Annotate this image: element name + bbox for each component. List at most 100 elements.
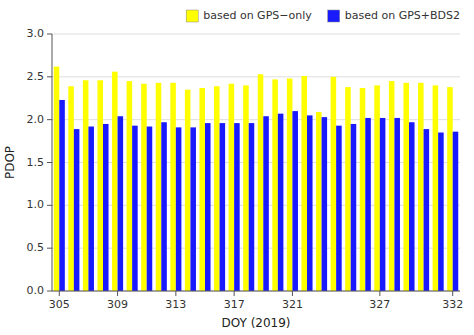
grid (52, 34, 460, 291)
bar (331, 77, 337, 291)
bar (351, 124, 357, 291)
bar (249, 123, 255, 291)
bar (365, 118, 371, 291)
bar (74, 129, 80, 291)
bar (292, 111, 298, 291)
grid-line (52, 34, 460, 35)
bar (278, 114, 284, 291)
bar (147, 127, 153, 291)
y-tick-label: 1.5 (27, 156, 45, 169)
bar (229, 84, 235, 291)
bar (234, 123, 240, 291)
y-tick-label: 3.0 (27, 27, 45, 40)
bar (447, 87, 453, 291)
x-axis: 305 309 313 317 321 327 332 (49, 291, 463, 311)
x-tick (59, 291, 60, 296)
bars (54, 67, 459, 291)
bar (243, 85, 249, 291)
bar (453, 132, 459, 291)
legend-swatch (328, 10, 340, 22)
bar (380, 118, 386, 291)
bar (307, 115, 313, 291)
bar (394, 118, 400, 291)
bar (161, 122, 167, 291)
y-axis-line (52, 34, 53, 291)
bar (345, 87, 351, 291)
bar (54, 67, 60, 291)
bar (301, 76, 307, 291)
bar (389, 81, 395, 291)
legend-swatch (186, 10, 198, 22)
bar (59, 100, 65, 291)
bar (316, 112, 322, 291)
bar (214, 86, 220, 291)
grid-line (52, 291, 460, 292)
y-tick-label: 2.5 (27, 70, 45, 83)
bar (83, 80, 89, 291)
bar (263, 116, 269, 291)
y-tick-label: 0.0 (27, 284, 45, 297)
bar (322, 117, 328, 291)
bar (418, 83, 424, 291)
x-tick (175, 291, 176, 296)
legend-label: based on GPS−only (203, 9, 312, 22)
bar (185, 90, 191, 291)
x-tick-label: 327 (369, 298, 390, 311)
legend-label: based on GPS+BDS2 (345, 9, 460, 22)
bar (258, 74, 264, 291)
bar (272, 79, 278, 291)
bar (112, 72, 118, 291)
x-tick-label: 305 (49, 298, 70, 311)
bar (118, 116, 124, 291)
x-axis-label: DOY (2019) (221, 316, 290, 330)
bar (156, 83, 162, 291)
x-tick-label: 321 (282, 298, 303, 311)
chart: 0.00.51.01.52.02.53.03053093133173213273… (0, 0, 474, 335)
y-axis-label: PDOP (3, 146, 17, 179)
y-tick (47, 119, 52, 120)
y-axis: 0.0 0.5 1.0 1.5 2.0 2.5 3.0 (27, 27, 53, 297)
bar (336, 126, 342, 291)
bar (141, 84, 147, 291)
x-tick (379, 291, 380, 296)
y-tick (47, 248, 52, 249)
x-tick (452, 291, 453, 296)
bar (433, 85, 439, 291)
bar (374, 85, 380, 291)
bar (424, 129, 430, 291)
bar (205, 123, 211, 291)
bar (403, 83, 409, 291)
y-tick (47, 162, 52, 163)
x-tick (117, 291, 118, 296)
x-tick-label: 309 (107, 298, 128, 311)
x-tick-label: 332 (442, 298, 463, 311)
y-tick (47, 76, 52, 77)
y-tick-label: 1.0 (27, 198, 45, 211)
y-tick-label: 0.5 (27, 241, 45, 254)
y-tick (47, 291, 52, 292)
y-tick-label: 2.0 (27, 113, 45, 126)
bar (132, 126, 138, 291)
bar (287, 79, 293, 291)
bar (199, 88, 205, 291)
legend: based on GPS−only based on GPS+BDS2 (186, 9, 460, 22)
x-tick (292, 291, 293, 296)
bar (409, 122, 415, 291)
bar (170, 83, 176, 291)
y-tick (47, 34, 52, 35)
x-tick-label: 317 (224, 298, 245, 311)
x-axis-line (52, 291, 460, 292)
bar (68, 86, 74, 291)
bar (97, 80, 103, 291)
bar (176, 127, 182, 291)
x-tick (234, 291, 235, 296)
bar (220, 123, 226, 291)
bar (438, 133, 444, 291)
bar (360, 88, 366, 291)
bar (127, 81, 133, 291)
x-tick-label: 313 (165, 298, 186, 311)
y-tick (47, 205, 52, 206)
bar (88, 127, 94, 291)
bar (103, 124, 109, 291)
bar (190, 127, 196, 291)
